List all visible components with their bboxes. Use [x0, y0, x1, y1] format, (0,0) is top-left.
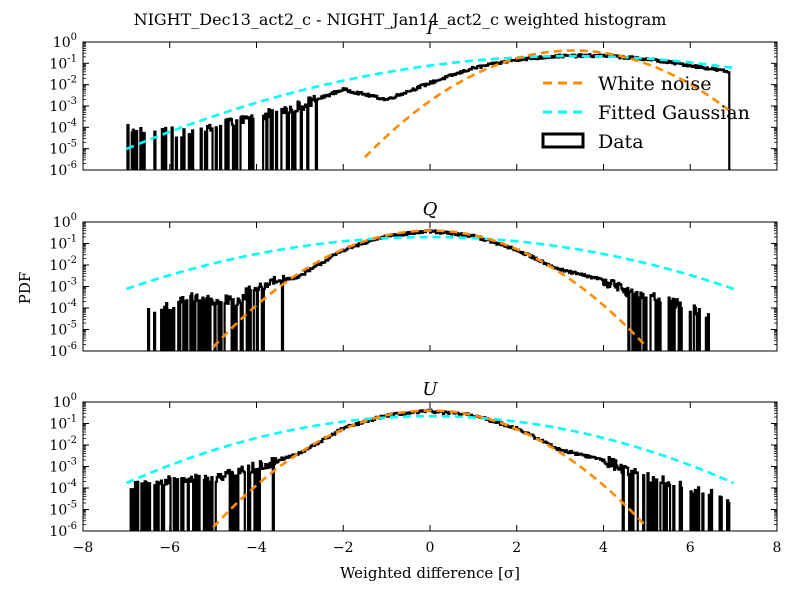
legend-label-fitted-gaussian: Fitted Gaussian	[598, 102, 750, 124]
panel-q-y-tick-label: 10-4	[49, 298, 77, 317]
panel-q-white-noise-curve	[212, 229, 648, 349]
panel-u-title: U	[422, 379, 438, 400]
x-tick-label: 4	[599, 540, 608, 556]
panel-u-y-tick-label: 10-2	[49, 435, 77, 454]
panel-i-fitted-gaussian-curve	[125, 54, 734, 151]
panel-i-y-tick-label: 10-4	[49, 117, 77, 136]
legend-label-data: Data	[598, 131, 644, 153]
panel-u-white-noise-curve	[212, 409, 648, 529]
panel-i-y-tick-label: 10-1	[49, 53, 77, 72]
x-tick-label: −6	[159, 540, 180, 556]
panel-i-white-noise-curve	[364, 49, 735, 159]
panel-q-data-histogram	[146, 228, 711, 351]
x-tick-label: 2	[512, 540, 521, 556]
x-tick-label: −8	[73, 540, 94, 556]
panel-u-plot-area	[125, 408, 735, 531]
panel-u-y-tick-label: 10-4	[49, 478, 77, 497]
panel-q-y-tick-label: 100	[53, 212, 77, 231]
legend-swatch-data	[541, 132, 585, 149]
panel-q-y-tick-label: 10-2	[49, 255, 77, 274]
x-axis-label: Weighted difference [σ]	[340, 564, 520, 582]
panel-q-fitted-gaussian-curve	[125, 235, 735, 291]
panel-q-y-tick-label: 10-1	[49, 234, 77, 253]
legend-label-white-noise: White noise	[598, 73, 712, 95]
panel-u-y-tick-label: 100	[53, 392, 77, 411]
panel-i-y-tick-label: 10-5	[49, 139, 77, 158]
x-tick-label: 0	[426, 540, 435, 556]
panel-i-y-tick-label: 100	[53, 32, 77, 51]
panel-i-y-tick-label: 10-3	[49, 96, 77, 115]
panel-i: I 100 10-1 10-2 10-3 10-4 10-5 10-6	[49, 18, 778, 179]
y-axis-label: PDF	[16, 272, 34, 305]
x-tick-label: 6	[686, 540, 695, 556]
panel-i-title: I	[425, 18, 434, 39]
legend: White noise Fitted Gaussian Data	[541, 73, 750, 153]
panel-q-y-tick-label: 10-5	[49, 320, 77, 339]
panel-i-y-tick-label: 10-6	[49, 160, 77, 179]
panel-u: U −8 −6 −4 −2 0 2 4 6 8 100 10-1 10-2 10-3 10-4 10-5 10…	[49, 379, 782, 556]
panel-q: Q 100 10-1 10-2 10-3 10-4 10-5 10-6	[49, 199, 778, 360]
panel-u-fitted-gaussian-curve	[125, 414, 735, 485]
panel-u-y-tick-label: 10-5	[49, 500, 77, 519]
x-tick-label: −2	[333, 540, 354, 556]
panel-q-y-tick-label: 10-3	[49, 277, 77, 296]
x-tick-label: 8	[773, 540, 782, 556]
panel-q-y-tick-label: 10-6	[49, 341, 77, 360]
panel-u-y-tick-label: 10-1	[49, 414, 77, 433]
panel-q-title: Q	[423, 199, 438, 220]
figure-title: NIGHT_Dec13_act2_c - NIGHT_Jan14_act2_c …	[134, 10, 667, 29]
panel-u-y-tick-label: 10-3	[49, 457, 77, 476]
panel-u-y-tick-label: 10-6	[49, 521, 77, 540]
panel-q-plot-area	[125, 228, 735, 351]
panel-i-plot-area	[125, 49, 735, 170]
x-tick-label: −4	[246, 540, 267, 556]
panel-i-y-tick-label: 10-2	[49, 75, 77, 94]
